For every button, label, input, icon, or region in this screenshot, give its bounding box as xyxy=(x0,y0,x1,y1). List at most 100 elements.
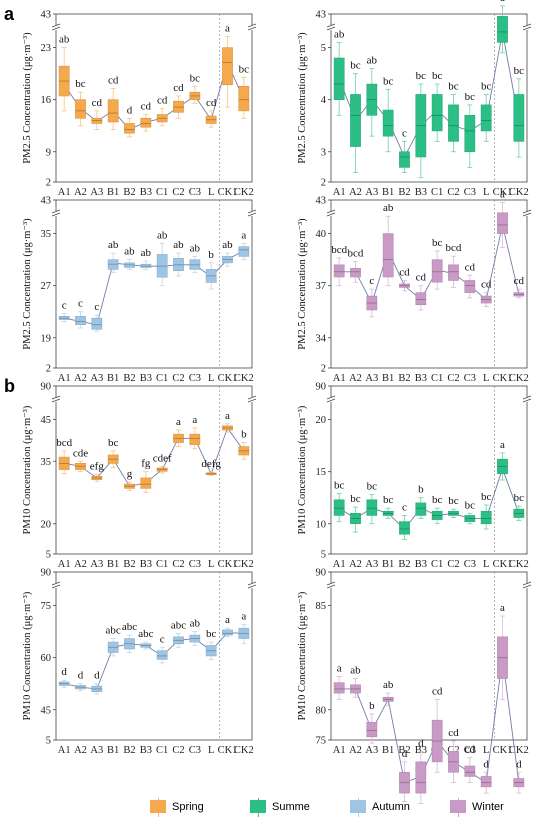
panel-0-letter-A2: bc xyxy=(75,78,86,90)
panel-2-xtick-label: C2 xyxy=(172,373,184,384)
panel-1-letter-C2: bc xyxy=(448,80,459,92)
panel-2-xtick-label: A1 xyxy=(58,373,71,384)
panel-0-xtick-label: CK1 xyxy=(218,187,238,198)
panel-0-letter-C2: cd xyxy=(173,82,184,94)
panel-3-xtick-label: A1 xyxy=(333,373,346,384)
panel-7-xtick-label: A3 xyxy=(365,745,378,756)
panel-5-xtick-label: CK2 xyxy=(509,559,529,570)
panel-3-mean-line xyxy=(339,224,520,305)
panel-3-xtick-label: C3 xyxy=(464,373,476,384)
panel-2-letter-C3: ab xyxy=(190,242,201,254)
panel-1-axis-break-mark-right xyxy=(522,23,532,28)
panel-6-letter-A1: d xyxy=(61,666,67,678)
panel-0-box-B3 xyxy=(140,117,152,128)
panel-3-xtick-label: B1 xyxy=(382,373,394,384)
panel-1-xtick-label: A1 xyxy=(333,187,346,198)
panel-0-box-CK1 xyxy=(222,47,233,86)
panel-2-xtick-label: L xyxy=(208,373,214,384)
panel-3-xtick-label: CK2 xyxy=(509,373,529,384)
panel-2-ytick-label: 35 xyxy=(41,229,52,240)
panel-6-ytick-label: 75 xyxy=(41,601,52,612)
panel-5-xtick-label: C3 xyxy=(464,559,476,570)
panel-4-xtick-label: CK2 xyxy=(234,559,254,570)
panel-2-letter-L: b xyxy=(208,249,214,261)
panel-2-axis-break-gap xyxy=(52,211,60,216)
panel-4-letter-B2: g xyxy=(127,468,133,480)
panel-2-axis-break-mark xyxy=(51,209,61,214)
panel-1-xtick-label: B3 xyxy=(415,187,427,198)
panel-7-axis-break-gap xyxy=(327,583,335,588)
panel-4-box-B3 xyxy=(140,477,152,489)
panel-2-xtick-label: A2 xyxy=(74,373,87,384)
panel-1-letter-A3: ab xyxy=(367,54,378,66)
panel-5-axis-break-mark xyxy=(326,398,336,403)
panel-4-xtick-label: L xyxy=(208,559,214,570)
panel-5-axis-break-gap-right xyxy=(523,397,531,402)
panel-1-frame xyxy=(330,13,528,183)
panel-1-xtick-label: B2 xyxy=(398,187,410,198)
panel-3-xtick-label: A3 xyxy=(365,373,378,384)
panel-0-ytick-label: 2 xyxy=(46,178,51,189)
panel-2-letter-A3: c xyxy=(94,301,99,313)
panel-6-ylabel: PM10 Concentration (μg·m⁻³) xyxy=(22,591,33,720)
panel-7-letter-B1: ab xyxy=(383,679,394,691)
panel-4-frame xyxy=(55,385,253,555)
panel-1-letter-B1: bc xyxy=(383,75,394,87)
panel-6-xtick-label: C2 xyxy=(172,745,184,756)
panel-1-xtick-label: B1 xyxy=(382,187,394,198)
panel-1-axis-break-mark-right xyxy=(522,26,532,31)
panel-6-xtick-label: L xyxy=(208,745,214,756)
panel-3-frame xyxy=(330,199,528,369)
panel-3-letter-B2: cd xyxy=(399,266,410,278)
legend-item-winter: Winter xyxy=(450,798,504,817)
panel-2-letter-C2: ab xyxy=(173,239,184,251)
panel-6-letter-B3: abc xyxy=(138,628,153,640)
panel-0-xtick-label: CK2 xyxy=(234,187,254,198)
panel-1-letter-A2: bc xyxy=(350,60,361,72)
panel-5-letter-A1: bc xyxy=(334,480,345,492)
panel-2-letter-A2: c xyxy=(78,298,83,310)
panel-6-xtick-label: CK2 xyxy=(234,745,254,756)
panel-4-axis-break-mark xyxy=(51,398,61,403)
panel-1-box-C2 xyxy=(448,104,459,142)
panel-6-letter-A2: d xyxy=(78,670,84,682)
panel-5-frame xyxy=(330,385,528,555)
panel-1-ylabel: PM2.5 Concentration (μg·m⁻³) xyxy=(297,32,308,164)
panel-6-xtick-label: C1 xyxy=(156,745,168,756)
panel-7-xtick-label: L xyxy=(483,745,489,756)
panel-2-xtick-label: A3 xyxy=(90,373,103,384)
panel-1-xtick-label: C1 xyxy=(431,187,443,198)
panel-3-letter-C1: bc xyxy=(432,237,443,249)
panel-4-xtick-label: B2 xyxy=(123,559,135,570)
panel-6-letter-C2: abc xyxy=(171,619,186,631)
panel-5-letter-CK2: bc xyxy=(514,492,525,504)
panel-0-axis-break-gap-right xyxy=(248,25,256,30)
panel-1-box-C1 xyxy=(431,94,443,132)
panel-5-ytick-label: 15 xyxy=(316,467,327,478)
panel-4-xtick-label: CK1 xyxy=(218,559,238,570)
panel-4-letter-L: defg xyxy=(201,458,221,470)
panel-4-xtick-label: C3 xyxy=(189,559,201,570)
legend-item-autumn: Autumn xyxy=(350,798,410,817)
panel-7-letter-B3: d xyxy=(418,737,424,749)
panel-3-xtick-label: B2 xyxy=(398,373,410,384)
panel-1-xtick-label: A3 xyxy=(365,187,378,198)
panel-2-axis-break-mark-right xyxy=(247,212,257,217)
panel-7-axis-break-mark-right xyxy=(522,584,532,589)
panel-5-xtick-label: B1 xyxy=(382,559,394,570)
panel-6-ytick-label: 60 xyxy=(41,653,52,664)
panel-6-letter-L: bc xyxy=(206,628,217,640)
panel-7-box-C3 xyxy=(464,765,476,777)
panel-1-letter-B2: c xyxy=(402,127,407,139)
panel-3-ytick-label: 2 xyxy=(321,364,326,375)
panel-6-xtick-label: B2 xyxy=(123,745,135,756)
panel-1-ytick-label: 3 xyxy=(321,147,326,158)
panel-0-box-A2 xyxy=(75,99,86,119)
panel-5-xtick-label: A1 xyxy=(333,559,346,570)
panel-7-letter-C1: cd xyxy=(432,685,443,697)
panel-0-letter-CK1: a xyxy=(225,22,230,34)
panel-3-letter-L: cd xyxy=(481,279,492,291)
panel-2-xtick-label: B3 xyxy=(140,373,152,384)
legend-label-spring: Spring xyxy=(172,800,204,813)
panel-0-ytick-label: 9 xyxy=(46,147,51,158)
